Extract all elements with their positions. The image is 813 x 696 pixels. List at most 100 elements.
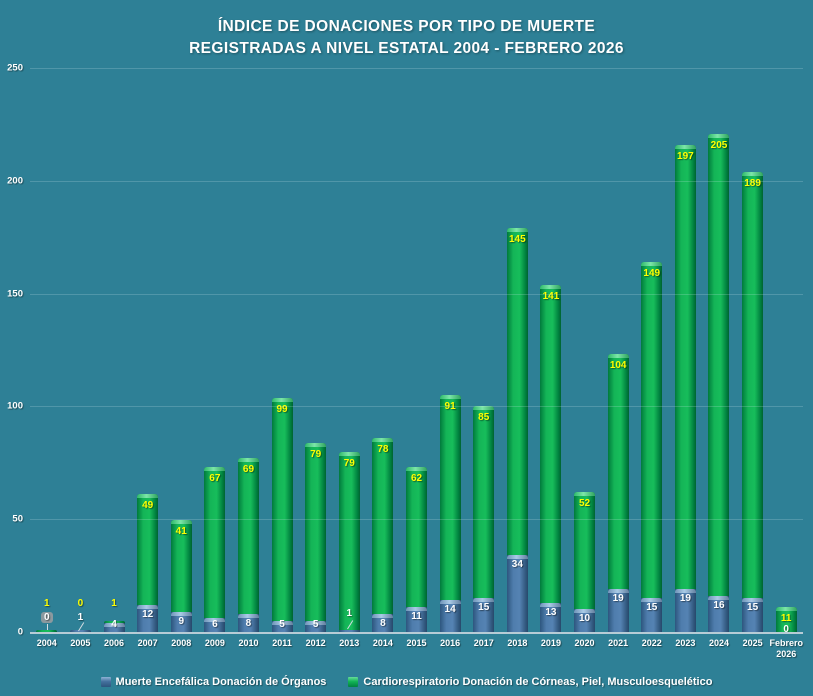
- x-axis-label: 2025: [742, 638, 763, 648]
- blue-value-label: 4: [111, 619, 117, 630]
- y-axis-label: 250: [7, 62, 23, 74]
- x-axis-label: 2023: [675, 638, 696, 648]
- blue-segment: [204, 618, 226, 632]
- blue-value-label: 19: [679, 593, 691, 604]
- green-segment-cap: [237, 458, 259, 462]
- green-segment: [674, 145, 696, 589]
- green-segment: [540, 285, 562, 603]
- x-axis-label: 2005: [70, 638, 91, 648]
- green-value-label: 149: [643, 268, 661, 279]
- stacked-bar: [271, 398, 293, 632]
- x-axis-label: 2015: [406, 638, 427, 648]
- green-segment-cap: [338, 452, 360, 456]
- blue-series-swatch-icon: [100, 677, 111, 687]
- green-series-swatch-icon: [348, 677, 359, 687]
- legend-item-blue: Muerte Encefálica Donación de Órganos: [100, 676, 327, 688]
- x-axis-label: 2014: [372, 638, 393, 648]
- x-axis-label: 2022: [641, 638, 662, 648]
- blue-value-label: 19: [612, 593, 624, 604]
- blue-value-label: 1: [346, 608, 353, 619]
- green-value-label: 11: [780, 613, 792, 624]
- green-segment: [406, 467, 427, 607]
- x-axis-label: 2010: [238, 638, 259, 648]
- blue-value-label: 15: [646, 602, 658, 613]
- green-segment: [204, 467, 226, 618]
- stacked-bar: [170, 520, 192, 632]
- blue-segment-cap: [506, 555, 528, 559]
- stacked-bar: [406, 467, 427, 632]
- blue-value-label: 15: [478, 602, 490, 613]
- stacked-bar: [574, 492, 596, 632]
- x-axis-label: 2004: [36, 638, 57, 648]
- x-axis-label: 2012: [305, 638, 326, 648]
- legend-item-green: Cardiorespiratorio Donación de Córneas, …: [348, 676, 712, 688]
- gridline: [30, 519, 803, 521]
- gridline: [30, 406, 803, 408]
- green-segment-cap: [506, 228, 528, 232]
- blue-segment: [674, 589, 696, 632]
- green-value-label: 0: [77, 598, 84, 609]
- bar-group: 49 12 2007: [131, 68, 165, 648]
- blue-value-label: 16: [713, 600, 725, 611]
- blue-value-label: 6: [212, 619, 218, 630]
- blue-segment-cap: [137, 605, 159, 609]
- green-segment: [36, 630, 58, 632]
- green-segment-cap: [540, 285, 562, 289]
- green-value-label: 69: [242, 464, 255, 475]
- blue-segment: [237, 614, 259, 632]
- stacked-bar: [607, 354, 629, 632]
- blue-value-label: 0: [783, 624, 789, 635]
- blue-segment: [103, 623, 125, 632]
- bar-group: 99 5 2011: [265, 68, 299, 648]
- y-axis-label: 50: [12, 513, 23, 525]
- blue-segment: [372, 614, 394, 632]
- green-value-label: 85: [478, 412, 490, 423]
- blue-segment: [338, 630, 360, 632]
- green-segment: [103, 621, 125, 623]
- chart-title-line2: REGISTRADAS A NIVEL ESTATAL 2004 - FEBRE…: [189, 40, 624, 57]
- bar-group: 91 14 2016: [433, 68, 467, 648]
- blue-value-label: 8: [380, 618, 386, 629]
- blue-segment-cap: [708, 596, 730, 600]
- green-segment: [305, 443, 327, 621]
- blue-value-label: 34: [511, 559, 523, 570]
- blue-segment-cap: [574, 609, 596, 613]
- stacked-bar: [338, 452, 360, 632]
- stacked-bar: [742, 172, 764, 632]
- x-axis-label: 2017: [473, 638, 494, 648]
- y-axis-label: 0: [17, 626, 23, 638]
- bar-group: 1 4 2006: [97, 68, 131, 648]
- green-value-label: 99: [276, 404, 288, 415]
- blue-segment: [641, 598, 663, 632]
- blue-segment: [540, 603, 562, 632]
- green-segment-cap: [372, 438, 394, 442]
- green-value-label: 41: [175, 526, 187, 537]
- gridline: [30, 293, 803, 295]
- blue-segment-cap: [237, 614, 259, 618]
- x-axis-label: 2013: [339, 638, 360, 648]
- stacked-bar: [708, 134, 730, 632]
- blue-segment: [69, 630, 91, 632]
- green-value-label: 1: [44, 598, 50, 609]
- blue-value-label: 13: [545, 607, 557, 618]
- green-segment: [170, 520, 192, 612]
- blue-value-label: 0: [23, 612, 70, 624]
- blue-segment: [271, 621, 293, 632]
- blue-segment-cap: [170, 612, 192, 616]
- y-axis-label: 150: [7, 288, 23, 300]
- x-axis-label: 2016: [440, 638, 461, 648]
- x-axis-label: 2018: [507, 638, 528, 648]
- gridline: [30, 180, 803, 182]
- legend-label-blue: Muerte Encefálica Donación de Órganos: [115, 676, 327, 688]
- chart-title-line1: ÍNDICE DE DONACIONES POR TIPO DE MUERTE: [217, 18, 596, 35]
- green-segment: [506, 228, 528, 555]
- blue-value-label: 10: [578, 613, 591, 624]
- bar-group: 1 0 2004: [30, 68, 64, 648]
- green-segment-cap: [406, 467, 427, 471]
- x-axis-line: [30, 632, 803, 634]
- bar-group: 52 10 2020: [568, 68, 602, 648]
- bar-group: 11 0 Febrero 2026: [769, 68, 803, 659]
- blue-segment: [406, 607, 427, 632]
- bar-group: 104 19 2021: [601, 68, 635, 648]
